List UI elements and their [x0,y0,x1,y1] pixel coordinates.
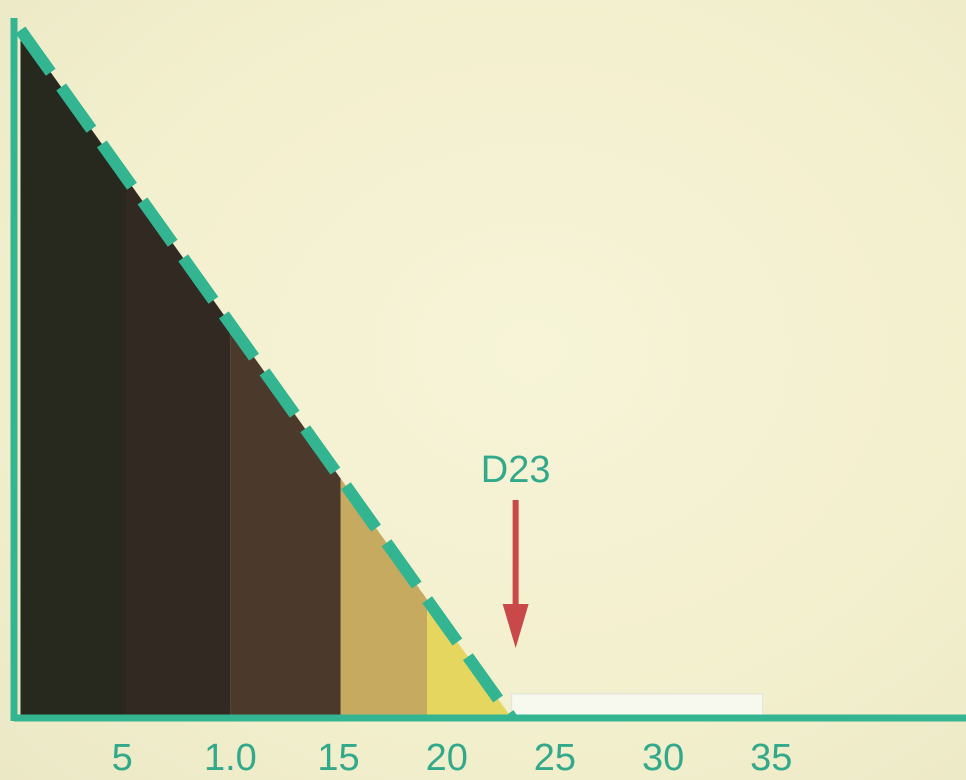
x-tick-label-35: 35 [750,737,792,779]
x-tick-label-30: 30 [642,737,684,779]
ticks-layer: 5 1.0 15 20 25 30 35 [112,737,793,779]
axes-layer [10,18,966,722]
diagonal-dashed-line [15,26,517,722]
band-1 [20,30,127,718]
annotation-label-1: D23 [481,449,551,491]
x-tick-label-20: 20 [426,737,468,779]
x-tick-label-1-0: 1.0 [204,737,257,779]
bands-layer [20,30,764,719]
x-tick-label-15: 15 [317,737,359,779]
band-4 [340,478,428,718]
annotation-layer: D23 [481,449,551,648]
x-tick-label-25: 25 [534,737,576,779]
band-3 [230,323,341,718]
x-tick-label-5: 5 [112,737,133,779]
diagonal-layer [15,26,517,722]
annotation-arrowhead-1 [502,604,529,648]
band-2 [126,178,231,719]
band-6 [511,693,764,719]
